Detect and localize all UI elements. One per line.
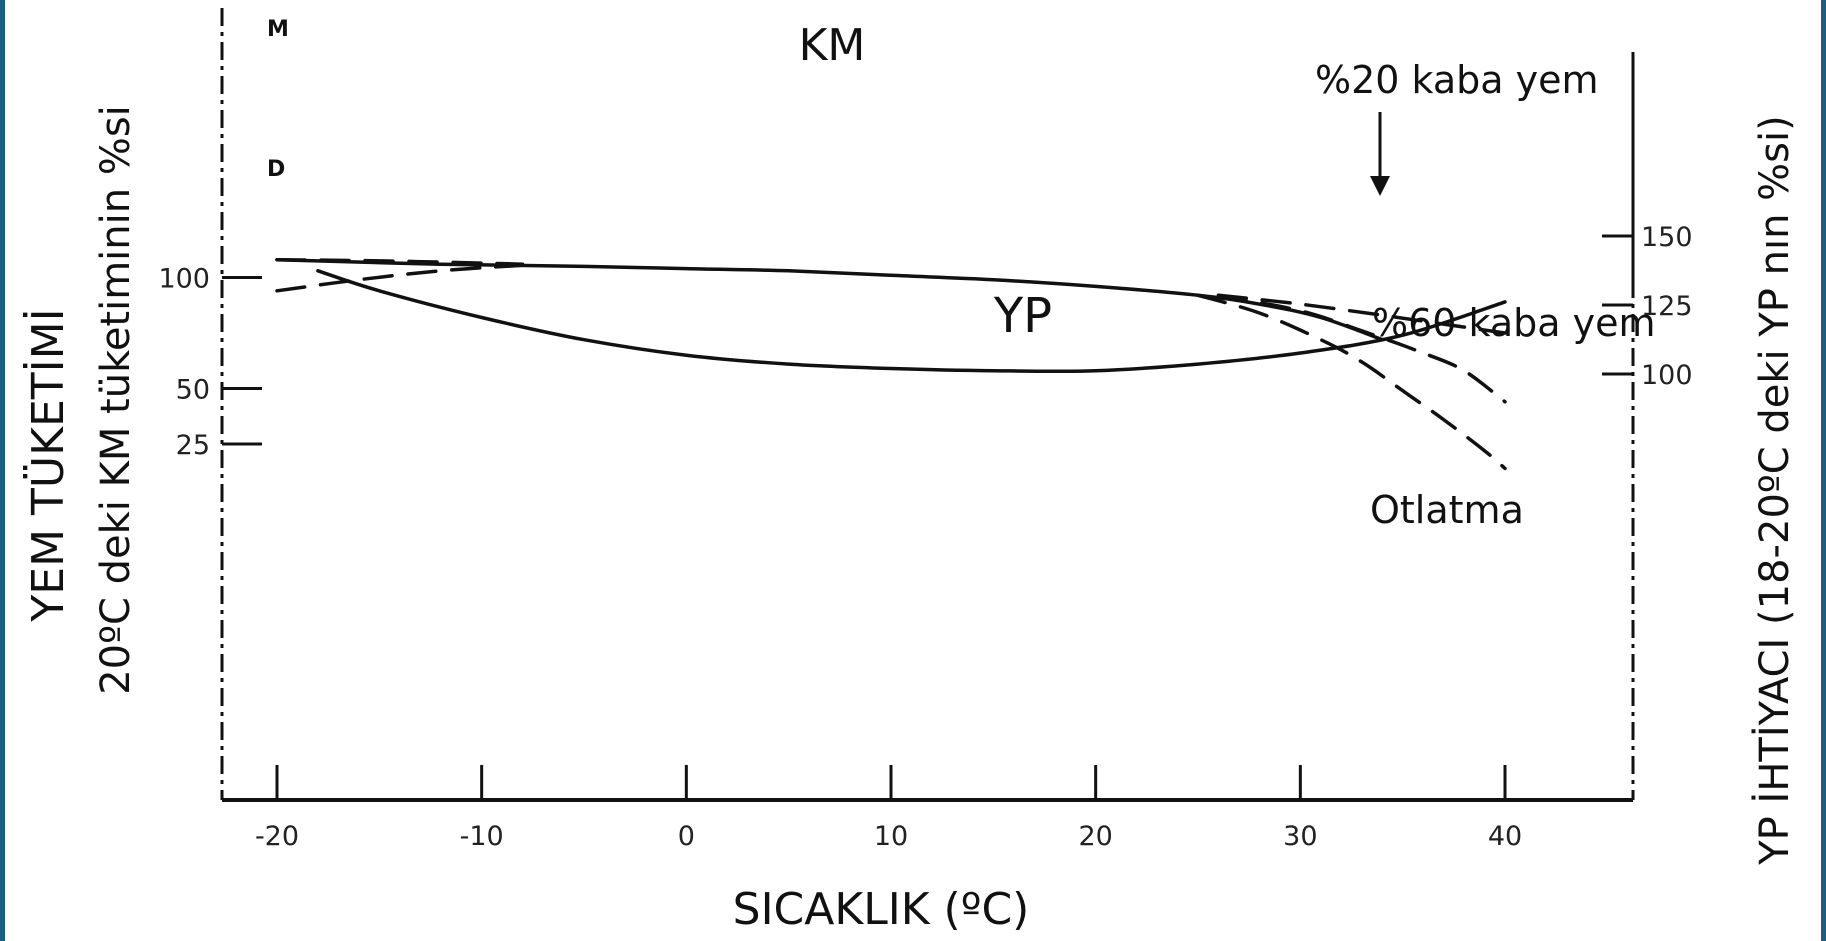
x-axis-title: SICAKLIK (ºC) [733, 884, 1030, 935]
series-otlatma [1196, 293, 1507, 471]
series-20-kaba-yem [1216, 293, 1507, 335]
label-kaba-yem-20: %20 kaba yem [1315, 58, 1599, 102]
y-tick-label: 100 [158, 264, 210, 295]
label-yp: YP [993, 288, 1052, 344]
y2-tick-label: 150 [1641, 222, 1693, 253]
y-tick-label: 25 [176, 430, 210, 461]
series-dashed-2 [275, 263, 525, 293]
x-tick-label: 0 [678, 821, 695, 852]
temperature-feed-chart: -20 -10 0 10 20 30 40 25 50 100 100 125 150 KM YP … [22, 8, 1798, 935]
y-axis-title-line2: 20ºC deki KM tüketiminin %si [93, 105, 139, 695]
label-km: KM [799, 20, 866, 71]
series-60-kaba-yem [1216, 293, 1507, 404]
x-axis-ticks: -20 -10 0 10 20 30 40 [255, 765, 1522, 852]
x-tick-label: 10 [874, 821, 908, 852]
annotation-arrow-head [1370, 176, 1390, 196]
x-tick-label: 20 [1078, 821, 1112, 852]
y-axis-ticks: 25 50 100 [158, 264, 262, 461]
x-tick-label: 40 [1488, 821, 1522, 852]
x-tick-label: -10 [460, 821, 504, 852]
label-d: D [267, 157, 285, 182]
series-dashed-1 [275, 257, 525, 266]
y-tick-label: 50 [176, 375, 210, 406]
y2-tick-label: 125 [1641, 291, 1693, 322]
plot-frame [220, 8, 1635, 802]
x-tick-label: -20 [255, 821, 299, 852]
x-tick-label: 30 [1283, 821, 1317, 852]
y-axis-title-line1: YEM TÜKETİMİ [22, 308, 74, 622]
y2-axis-ticks: 100 125 150 [1602, 222, 1693, 391]
series-km [275, 257, 1384, 342]
series-layer [275, 257, 1507, 471]
series-yp [316, 269, 1507, 374]
label-otlatma: Otlatma [1370, 488, 1524, 532]
label-m: M [267, 17, 289, 42]
y2-axis-title: YP İHTİYACI (18-20ºC deki YP nın %si) [1750, 115, 1798, 866]
y2-tick-label: 100 [1641, 360, 1693, 391]
slide: -20 -10 0 10 20 30 40 25 50 100 100 125 150 KM YP … [5, 0, 1821, 941]
label-kaba-yem-60: %60 kaba yem [1372, 301, 1656, 345]
